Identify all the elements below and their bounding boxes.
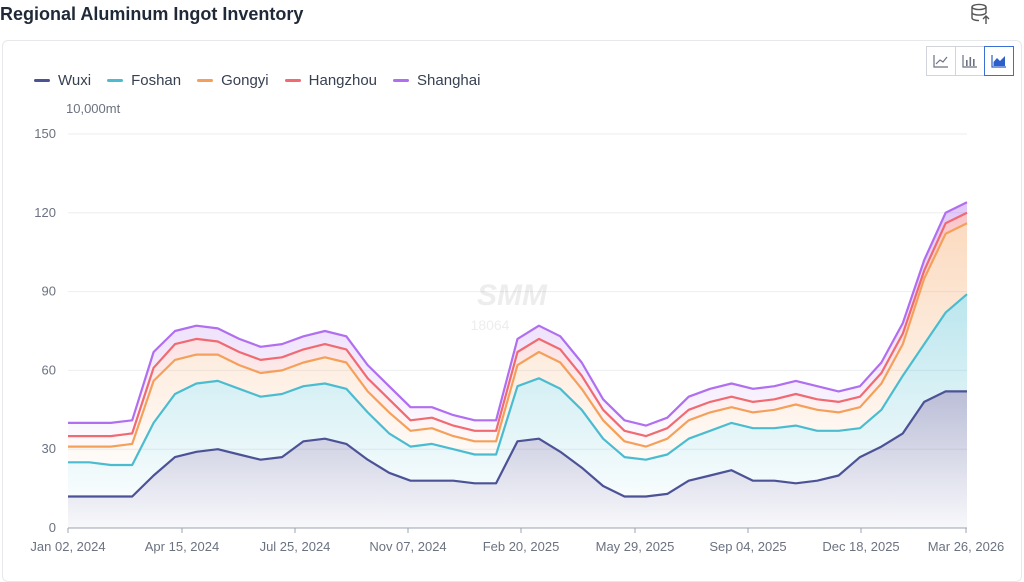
axes: 0 30 60 90 120 150 Jan 02, 2024 Apr 15, 2024 Jul…	[30, 126, 1004, 554]
area-chart-icon	[991, 55, 1006, 68]
x-tick-label: Feb 20, 2025	[483, 539, 560, 554]
x-tick-label: Mar 26, 2026	[928, 539, 1005, 554]
y-tick-label: 30	[42, 441, 56, 456]
database-export-icon[interactable]	[968, 2, 992, 26]
legend-label: Foshan	[131, 72, 182, 89]
legend-item-wuxi[interactable]: Wuxi	[34, 72, 91, 89]
legend-item-hangzhou[interactable]: Hangzhou	[284, 72, 378, 89]
legend-swatch	[393, 79, 410, 82]
stacked-area-chart: SMM 18064 0 30 60 90 120 150 Jan 02, 2024 Apr 1…	[30, 126, 1004, 554]
bar-chart-button[interactable]	[955, 46, 985, 76]
x-tick-label: Nov 07, 2024	[369, 539, 446, 554]
legend-label: Hangzhou	[308, 72, 378, 89]
x-tick-label: Sep 04, 2025	[709, 539, 786, 554]
series-area-foshan	[68, 294, 967, 497]
series-area-wuxi	[68, 391, 967, 528]
x-tick-label: Jan 02, 2024	[30, 539, 105, 554]
legend-label: Gongyi	[221, 72, 269, 89]
y-tick-label: 90	[42, 284, 56, 299]
watermark-brand: SMM	[477, 279, 548, 312]
series-line-gongyi	[68, 222, 968, 448]
legend-label: Shanghai	[417, 72, 481, 89]
area-chart-button[interactable]	[984, 46, 1014, 76]
bar-chart-icon	[962, 55, 977, 68]
x-tick-label: Dec 18, 2025	[822, 539, 899, 554]
legend-swatch	[284, 79, 301, 82]
series-areas	[68, 202, 967, 528]
chart-legend: Wuxi Foshan Gongyi Hangzhou Shanghai	[34, 72, 480, 89]
x-tick-label: Jul 25, 2024	[260, 539, 331, 554]
y-tick-label: 60	[42, 362, 56, 377]
series-line-shanghai	[68, 201, 968, 427]
chart-type-toolbar	[926, 46, 1014, 76]
y-tick-label: 120	[34, 205, 56, 220]
x-tick-label: May 29, 2025	[596, 539, 675, 554]
legend-item-foshan[interactable]: Foshan	[107, 72, 181, 89]
legend-item-gongyi[interactable]: Gongyi	[197, 72, 269, 89]
legend-swatch	[107, 79, 124, 82]
line-chart-button[interactable]	[926, 46, 956, 76]
legend-item-shanghai[interactable]: Shanghai	[393, 72, 480, 89]
y-tick-label: 0	[49, 520, 56, 535]
watermark: SMM 18064	[471, 279, 548, 333]
page-title: Regional Aluminum Ingot Inventory	[0, 4, 304, 24]
y-axis-unit: 10,000mt	[66, 101, 121, 116]
series-lines	[68, 201, 968, 498]
series-line-hangzhou	[68, 211, 968, 438]
legend-swatch	[34, 79, 50, 82]
series-line-wuxi	[68, 390, 967, 498]
legend-swatch	[197, 79, 214, 82]
x-tick-label: Apr 15, 2024	[145, 539, 219, 554]
line-chart-icon	[933, 55, 948, 68]
legend-label: Wuxi	[58, 72, 92, 89]
series-line-foshan	[68, 293, 968, 467]
watermark-phone: 18064	[471, 317, 510, 333]
y-tick-label: 150	[34, 126, 56, 141]
